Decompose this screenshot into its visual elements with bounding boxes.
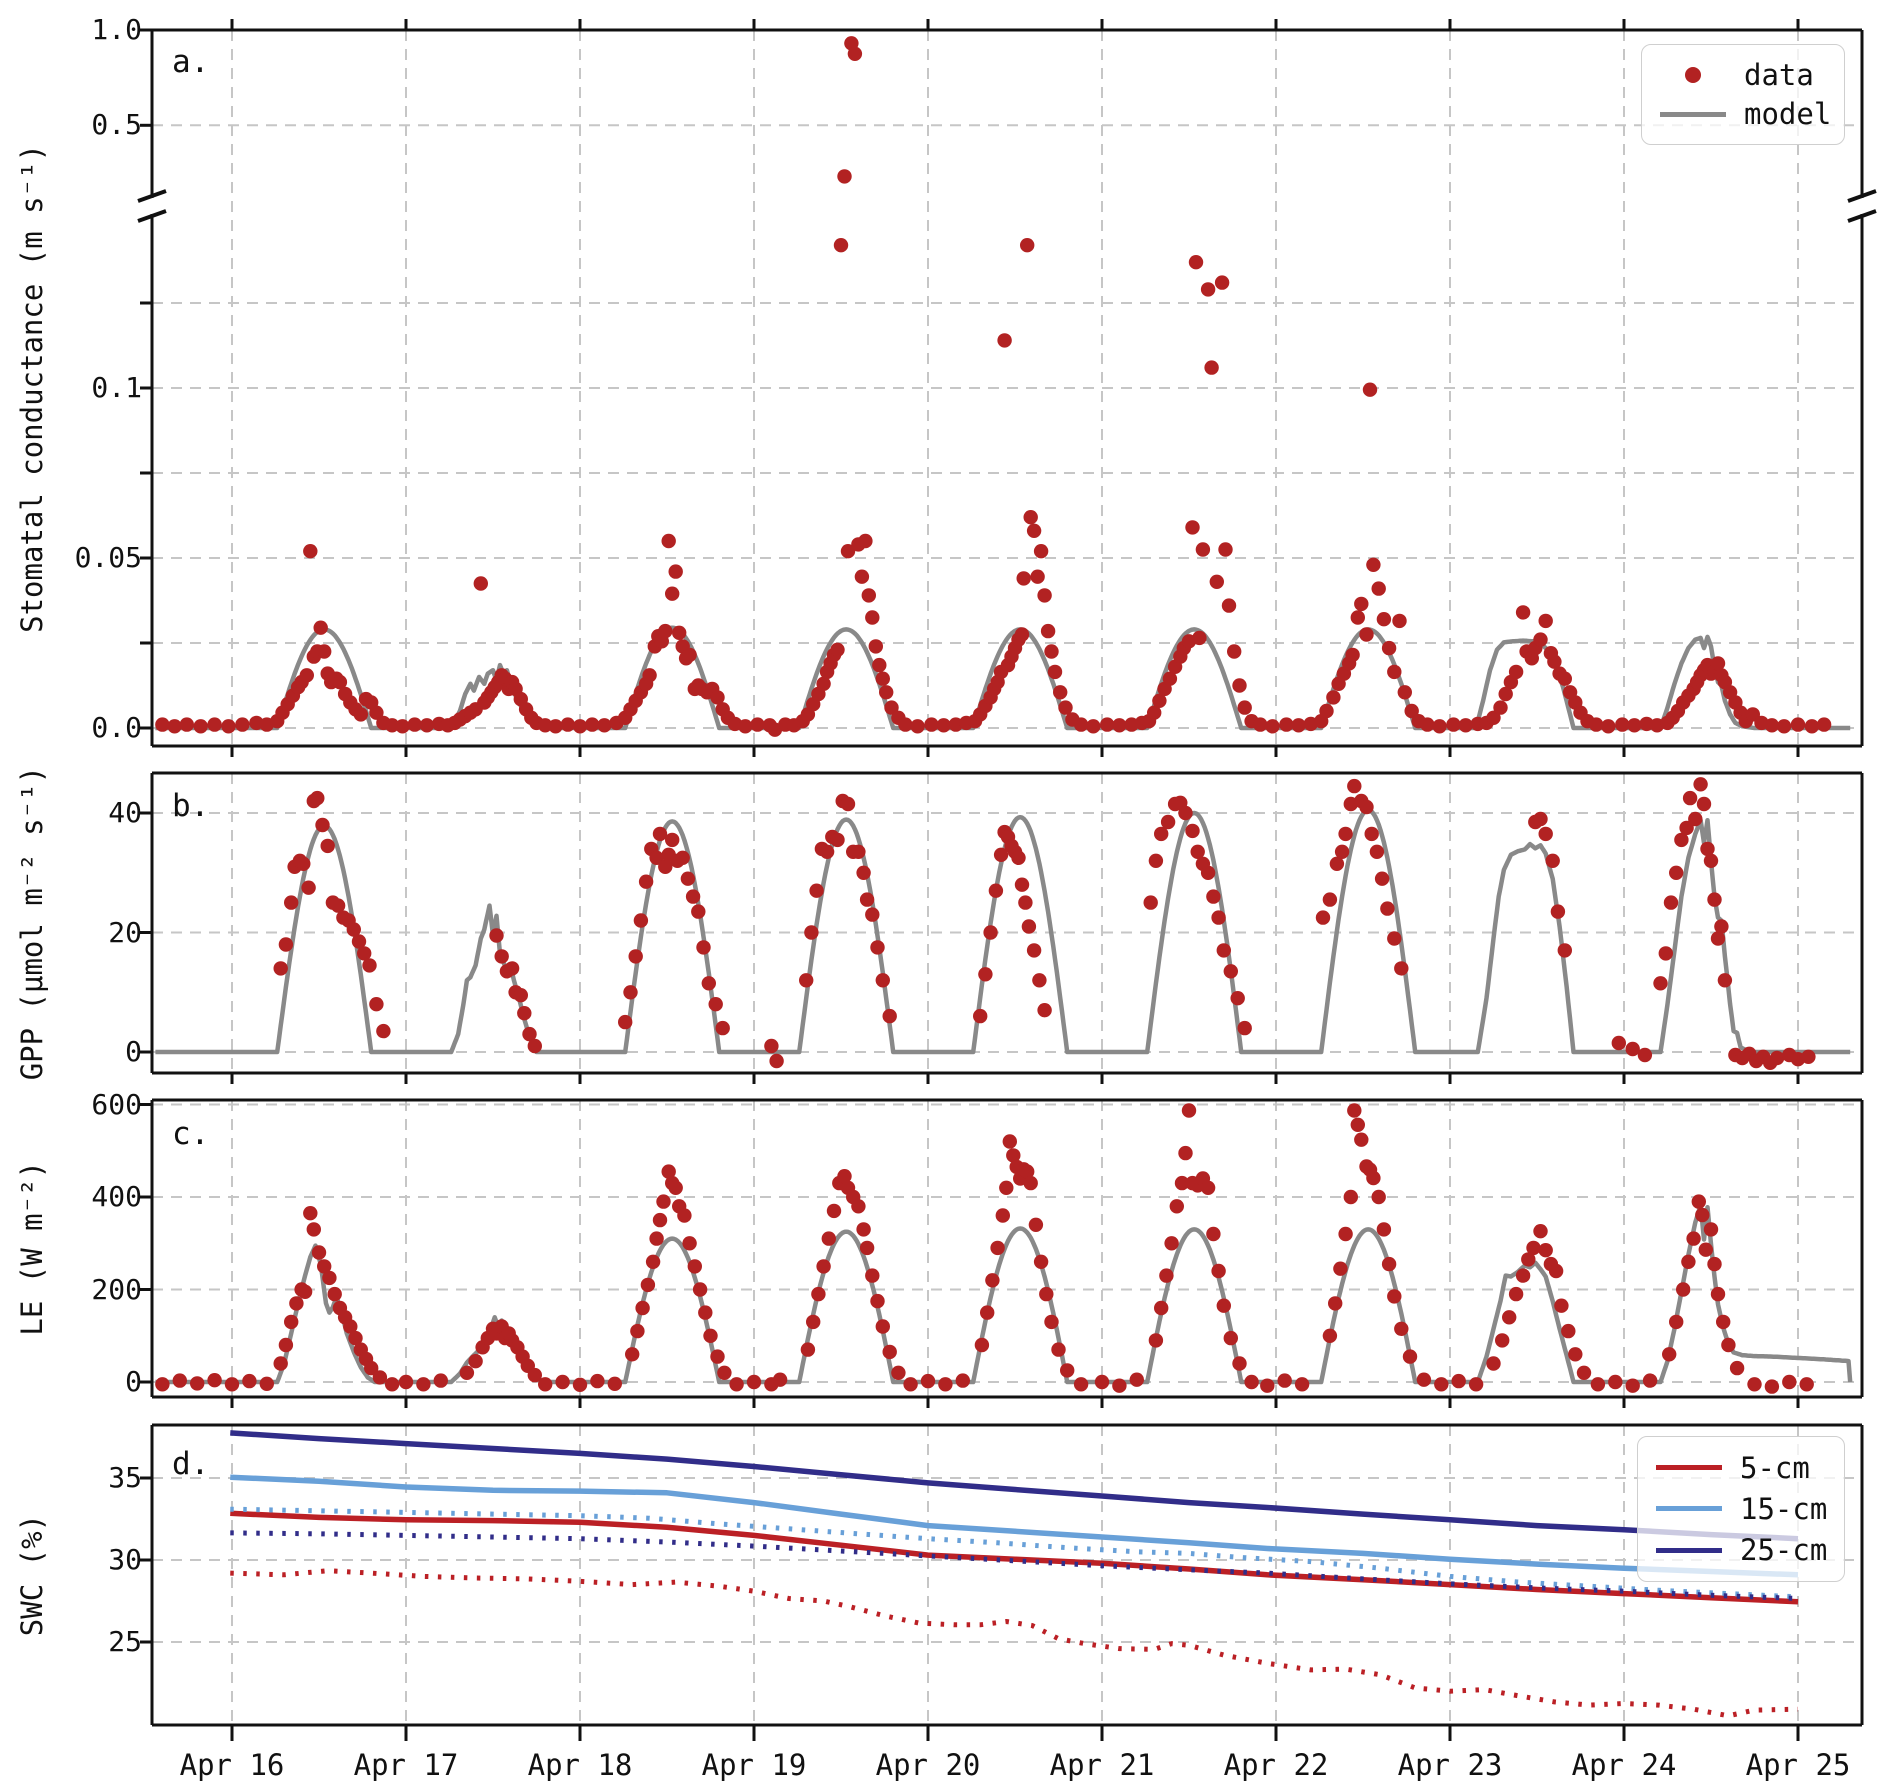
x-tick-label-Apr-17: Apr 17 xyxy=(353,1748,459,1782)
panel-b xyxy=(140,771,1864,1084)
y-tick-label-d-35: 35 xyxy=(108,1461,142,1494)
panel-d-series xyxy=(230,1430,1799,1719)
legend-item-5cm: 5-cm xyxy=(1652,1447,1830,1488)
legend-label-model: model xyxy=(1744,97,1832,132)
model-line-c xyxy=(154,1203,1853,1385)
panel-c-series xyxy=(154,1103,1853,1394)
y-tick-label-b-20: 20 xyxy=(108,915,142,949)
x-tick-label-Apr-23: Apr 23 xyxy=(1397,1748,1503,1782)
panel-label-a: a. xyxy=(172,44,210,80)
panel-d xyxy=(140,1423,1864,1741)
model-line-b xyxy=(154,807,1851,1055)
legend-conductance: data model xyxy=(1641,44,1845,145)
y-tick-label-b-40: 40 xyxy=(108,796,142,829)
x-tick-label-Apr-21: Apr 21 xyxy=(1049,1748,1155,1782)
legend-label-data: data xyxy=(1744,57,1814,92)
panel-a-series xyxy=(154,36,1851,737)
y-tick-label-a-0.1: 0.1 xyxy=(91,371,142,404)
panel-label-c: c. xyxy=(172,1116,210,1152)
x-tick-label-Apr-24: Apr 24 xyxy=(1571,1748,1677,1782)
y-tick-label-c-200: 200 xyxy=(91,1272,142,1306)
legend-item-25cm: 25-cm xyxy=(1652,1530,1830,1571)
panel-b-series xyxy=(154,777,1851,1071)
legend-item-model: model xyxy=(1656,95,1832,135)
x-tick-label-Apr-25: Apr 25 xyxy=(1745,1748,1851,1782)
data-dot-swatch-icon xyxy=(1656,66,1730,83)
swc-15cm-line-swatch-icon xyxy=(1652,1506,1726,1512)
panel-c xyxy=(140,1098,1864,1408)
y-tick-label-c-400: 400 xyxy=(91,1180,142,1213)
y-tick-label-a-0.0: 0.0 xyxy=(91,711,142,744)
x-tick-label-Apr-20: Apr 20 xyxy=(875,1748,981,1782)
legend-label-15cm: 15-cm xyxy=(1740,1491,1828,1526)
legend-item-data: data xyxy=(1656,55,1830,95)
y-tick-label-c-0: 0 xyxy=(125,1365,142,1398)
x-tick-label-Apr-16: Apr 16 xyxy=(179,1748,285,1782)
swc-25cm-line-swatch-icon xyxy=(1652,1547,1726,1553)
legend-label-5cm: 5-cm xyxy=(1740,1450,1810,1485)
y-tick-label-d-30: 30 xyxy=(108,1543,142,1576)
legend-swc: 5-cm 15-cm 25-cm xyxy=(1637,1436,1845,1582)
swc-5cm-line-swatch-icon xyxy=(1652,1465,1726,1471)
legend-item-15cm: 15-cm xyxy=(1652,1488,1830,1529)
panel-label-b: b. xyxy=(172,788,210,824)
panel-label-d: d. xyxy=(172,1446,210,1482)
y-tick-label-d-25: 25 xyxy=(108,1625,142,1658)
y-tick-label-b-0: 0 xyxy=(125,1035,142,1068)
x-tick-label-Apr-18: Apr 18 xyxy=(527,1748,633,1782)
y-tick-label-a-1.0: 1.0 xyxy=(91,13,142,46)
x-tick-label-Apr-22: Apr 22 xyxy=(1223,1748,1329,1782)
legend-label-25cm: 25-cm xyxy=(1740,1533,1828,1568)
y-tick-label-a-0.5: 0.5 xyxy=(91,108,142,142)
y-tick-label-a-0.05: 0.05 xyxy=(74,541,142,574)
model-line-swatch-icon xyxy=(1656,111,1730,117)
x-tick-label-Apr-19: Apr 19 xyxy=(701,1748,807,1782)
y-tick-label-c-600: 600 xyxy=(91,1087,142,1121)
panel-a xyxy=(137,19,1877,757)
